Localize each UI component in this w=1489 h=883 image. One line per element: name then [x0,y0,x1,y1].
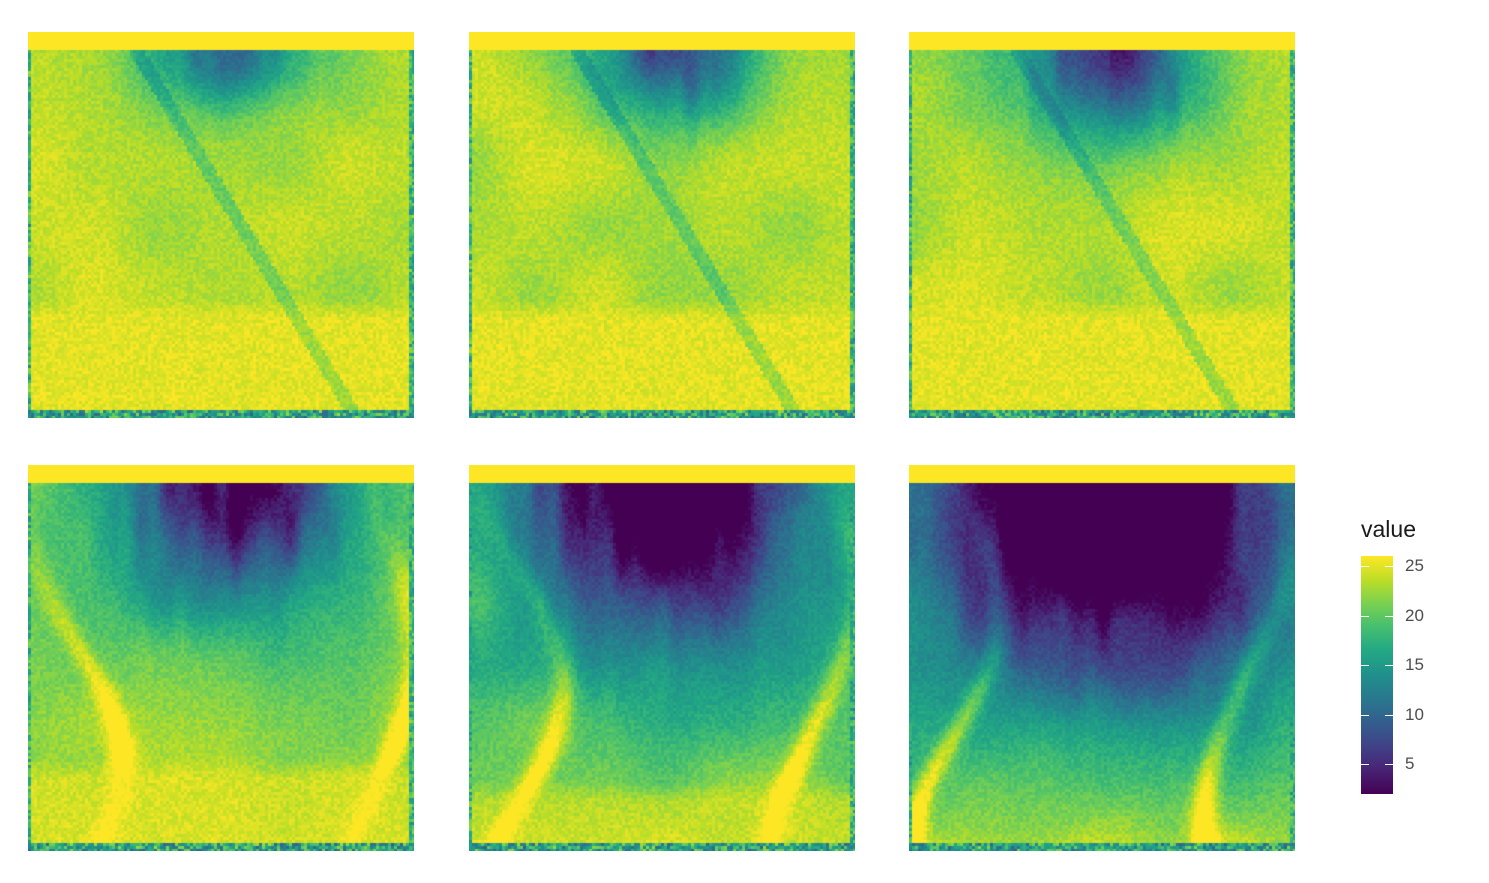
legend-tick-right [1385,615,1393,617]
heatmap-panel-bottom-left [28,465,414,851]
legend-tick-label: 10 [1405,704,1424,724]
legend-tick-label: 15 [1405,655,1424,675]
legend-tick-left [1361,714,1369,716]
heatmap-panel-top-left [28,32,414,418]
legend-tick-right [1385,764,1393,766]
heatmap-panel-top-middle [469,32,855,418]
heatmap-panel-bottom-right [909,465,1295,851]
legend-tick-left [1361,764,1369,766]
legend-tick-label: 5 [1405,754,1415,774]
legend-tick-label: 25 [1405,555,1424,575]
legend-gradient-bar [1361,556,1393,794]
legend-title: value [1361,516,1416,542]
legend-tick-right [1385,665,1393,667]
heatmap-panel-bottom-middle [469,465,855,851]
legend-tick-left [1361,615,1369,617]
legend-tick-left [1361,565,1369,567]
legend-tick-label: 20 [1405,605,1424,625]
legend-tick-right [1385,714,1393,716]
heatmap-panel-top-right [909,32,1295,418]
colorbar-legend: value 5 10 15 20 25 [1355,516,1475,806]
legend-tick-left [1361,665,1369,667]
legend-tick-right [1385,565,1393,567]
